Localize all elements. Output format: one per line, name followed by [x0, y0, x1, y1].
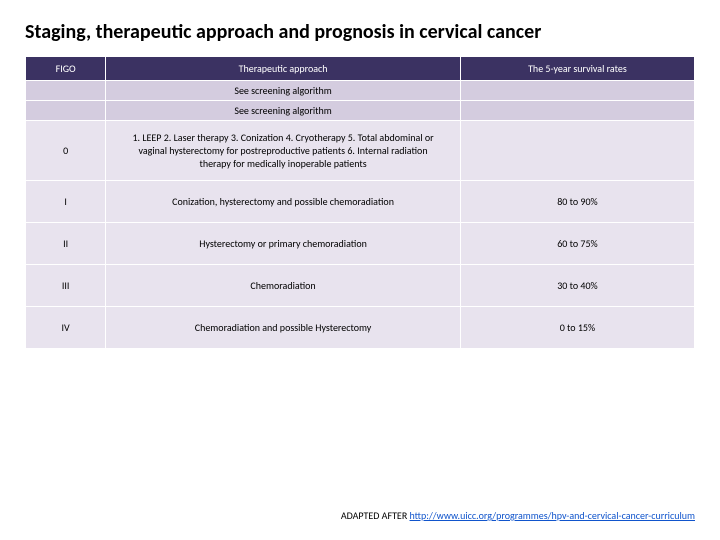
table-row: IV Chemoradiation and possible Hysterect… — [26, 307, 695, 349]
table-row: III Chemoradiation 30 to 40% — [26, 265, 695, 307]
sub-screening: See screening algorithm — [106, 81, 461, 101]
table-row: I Conization, hysterectomy and possible … — [26, 181, 695, 223]
source-link[interactable]: http://www.uicc.org/programmes/hpv-and-c… — [410, 509, 695, 522]
source-prefix: ADAPTED AFTER — [341, 509, 410, 522]
sub-screening: See screening algorithm — [106, 101, 461, 121]
cell-approach: Chemoradiation — [106, 265, 461, 307]
table-row: 0 1. LEEP 2. Laser therapy 3. Conization… — [26, 121, 695, 181]
cell-survival: 30 to 40% — [460, 265, 694, 307]
subheader-row-2: See screening algorithm — [26, 101, 695, 121]
cell-stage: II — [26, 223, 106, 265]
header-survival: The 5-year survival rates — [460, 57, 694, 81]
cell-approach: Chemoradiation and possible Hysterectomy — [106, 307, 461, 349]
sub-empty — [460, 81, 694, 101]
sub-empty — [460, 101, 694, 121]
cell-survival: 0 to 15% — [460, 307, 694, 349]
subheader-row-1: See screening algorithm — [26, 81, 695, 101]
cell-approach: 1. LEEP 2. Laser therapy 3. Conization 4… — [106, 121, 461, 181]
cell-approach: Conization, hysterectomy and possible ch… — [106, 181, 461, 223]
cell-stage: III — [26, 265, 106, 307]
table-header-row: FIGO Therapeutic approach The 5-year sur… — [26, 57, 695, 81]
cell-stage: IV — [26, 307, 106, 349]
cell-survival: 80 to 90% — [460, 181, 694, 223]
sub-empty — [26, 101, 106, 121]
cell-stage: I — [26, 181, 106, 223]
staging-table: FIGO Therapeutic approach The 5-year sur… — [25, 56, 695, 349]
cell-survival: 60 to 75% — [460, 223, 694, 265]
cell-approach: Hysterectomy or primary chemoradiation — [106, 223, 461, 265]
header-figo: FIGO — [26, 57, 106, 81]
source-attribution: ADAPTED AFTER http://www.uicc.org/progra… — [341, 509, 695, 522]
header-approach: Therapeutic approach — [106, 57, 461, 81]
cell-stage: 0 — [26, 121, 106, 181]
page-title: Staging, therapeutic approach and progno… — [25, 20, 695, 44]
sub-empty — [26, 81, 106, 101]
cell-survival — [460, 121, 694, 181]
table-row: II Hysterectomy or primary chemoradiatio… — [26, 223, 695, 265]
